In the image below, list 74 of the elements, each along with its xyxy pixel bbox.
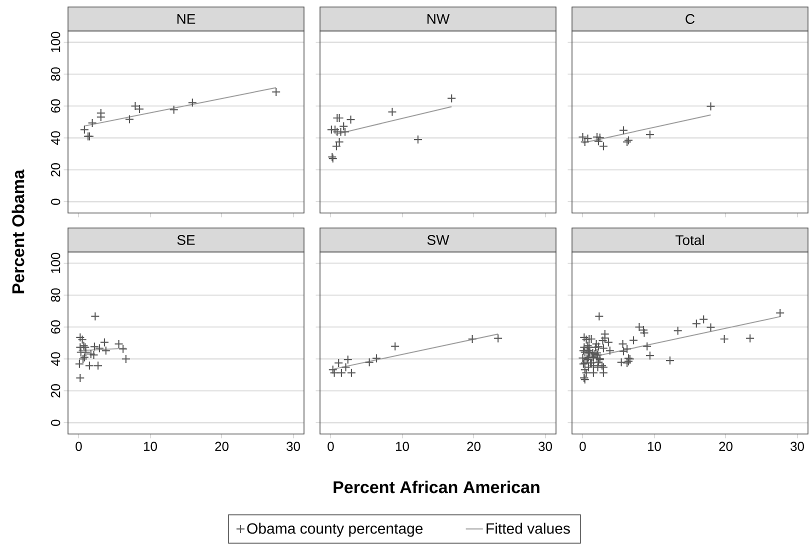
point (90, 312, 100, 321)
legend-label: Obama county percentage (247, 522, 423, 537)
y-tick-label: 20 (51, 163, 60, 176)
point (96, 112, 106, 122)
y-tick-label: 60 (51, 320, 60, 334)
x-tick-label: 0 (328, 442, 334, 451)
legend-label: Fitted values (486, 522, 570, 534)
y-axis-title: Percent Obama (12, 170, 24, 294)
point (188, 98, 197, 108)
x-axis-title: Percent African American (334, 480, 540, 494)
y-tick-label: 80 (51, 67, 60, 81)
point (592, 132, 602, 142)
x-tick-label: 0 (76, 442, 82, 451)
point (595, 133, 604, 142)
point (76, 373, 85, 382)
x-tick-label: 20 (467, 442, 480, 451)
x-tick-label: 10 (396, 442, 409, 451)
point (334, 358, 344, 368)
x-tick-label: 30 (538, 442, 552, 451)
y-tick-label: 40 (51, 352, 60, 366)
point (334, 137, 344, 146)
point (134, 104, 144, 114)
x-tick-label: 10 (144, 442, 157, 451)
point (343, 355, 352, 364)
point (93, 361, 103, 370)
point (346, 115, 356, 124)
point (84, 361, 94, 370)
point (330, 368, 339, 378)
point (328, 152, 337, 162)
x-tick-label: 10 (648, 442, 661, 451)
point (100, 338, 110, 347)
y-tick-label: 100 (51, 32, 60, 52)
point (372, 354, 382, 363)
point (76, 332, 85, 342)
point (388, 107, 397, 116)
chart-title: NE (177, 14, 196, 24)
point (706, 102, 716, 111)
point (78, 335, 87, 344)
point (332, 142, 341, 151)
point (124, 114, 134, 124)
point (328, 154, 338, 164)
y-tick-label: 40 (51, 131, 60, 145)
point (336, 368, 346, 378)
point (74, 359, 84, 368)
point (89, 350, 98, 360)
x-tick-label: 20 (719, 442, 732, 451)
point (468, 334, 477, 344)
chart-title: SE (177, 235, 195, 245)
chart-title: Total (676, 234, 704, 246)
point (328, 365, 338, 374)
point (413, 135, 423, 144)
chart-title: C (686, 14, 695, 24)
point (645, 130, 654, 140)
point (364, 358, 374, 367)
chart-title: NW (427, 14, 450, 24)
point (447, 94, 456, 103)
x-tick-label: 30 (286, 442, 300, 451)
x-tick-label: 30 (790, 442, 804, 451)
y-tick-label: 0 (51, 198, 60, 205)
point (272, 87, 281, 97)
point (390, 342, 400, 351)
x-tick-label: 0 (580, 442, 586, 451)
point (169, 105, 178, 114)
point (88, 118, 97, 128)
x-tick-label: 20 (215, 442, 228, 451)
y-tick-label: 60 (51, 99, 60, 113)
chart-title: SW (427, 235, 450, 245)
y-tick-label: 100 (51, 252, 60, 274)
point (618, 126, 628, 135)
y-tick-label: 20 (51, 384, 60, 398)
y-tick-label: 80 (51, 288, 60, 302)
point (121, 354, 130, 364)
y-tick-label: 0 (51, 420, 60, 426)
point (494, 334, 503, 343)
